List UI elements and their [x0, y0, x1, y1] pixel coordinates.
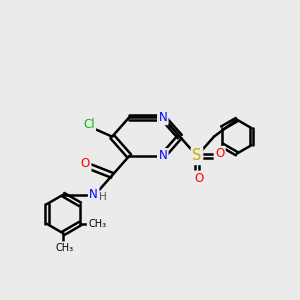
Text: N: N [89, 188, 98, 201]
Text: O: O [215, 147, 224, 160]
Text: O: O [195, 172, 204, 185]
Text: S: S [192, 148, 202, 164]
Text: CH₃: CH₃ [88, 219, 106, 229]
Text: N: N [158, 111, 167, 124]
Text: O: O [81, 158, 90, 170]
Text: H: H [99, 193, 107, 202]
Text: Cl: Cl [83, 118, 95, 131]
Text: N: N [158, 149, 167, 163]
Text: CH₃: CH₃ [56, 242, 74, 253]
